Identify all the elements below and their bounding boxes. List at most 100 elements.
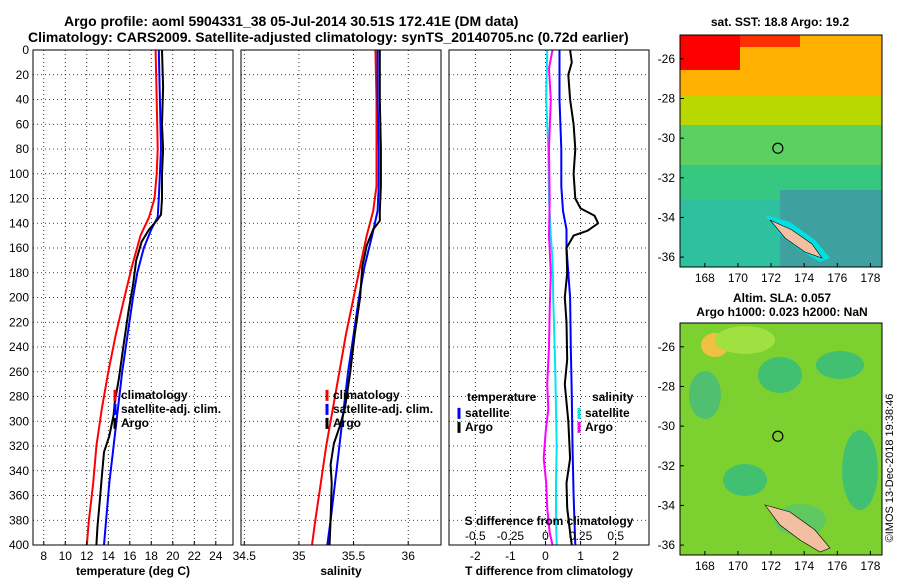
sla-map-title: Altim. SLA: 0.057 [733,291,831,305]
x-axis-label: salinity [320,564,362,578]
y-tick-label: 320 [9,439,29,453]
y-tick-label: 360 [9,489,29,503]
argo-location-marker [772,430,784,442]
y-tick-label: 200 [9,291,29,305]
map-x-tick-label: 168 [695,559,715,573]
x-tick-label: 36 [402,549,416,563]
y-tick-label: 380 [9,513,29,527]
sst-map-frame [679,34,883,268]
map-x-tick-label: 176 [827,559,847,573]
y-tick-label: 300 [9,414,29,428]
x-tick-label: 8 [40,549,47,563]
land-sst [769,219,823,259]
map-x-tick-label: 174 [794,271,814,285]
x-tick-label: 18 [145,549,159,563]
sla-ridge [715,326,775,354]
map-y-tick-label: -32 [658,459,676,473]
series-line-argo [328,50,382,545]
x-tick-label: 12 [80,549,94,563]
sla-low-4 [842,430,878,510]
title-line-2: Climatology: CARS2009. Satellite-adjuste… [28,29,629,45]
y-tick-label: 140 [9,216,29,230]
sst-map-title: sat. SST: 18.8 Argo: 19.2 [711,15,850,29]
salinity-profile-panel: 34.5 35 35.5 36 salinity climatologysatellite… [233,49,442,578]
map-y-tick-label: -36 [658,538,676,552]
legend-group-title: temperature [467,390,537,404]
series-line-salinity-satellite [545,50,558,545]
map-y-tick-label: -32 [658,171,676,185]
x-tick-label: 16 [123,549,137,563]
x-tick-label: 24 [209,549,223,563]
sla-low-2 [816,351,864,379]
legend-label: Argo [465,420,493,434]
series-line-argo [95,50,165,545]
y-tick-label: 260 [9,365,29,379]
map-x-tick-label: 178 [860,271,880,285]
y-tick-label: 340 [9,464,29,478]
sst-band-mild [680,95,882,125]
axes-frame [448,49,650,546]
y-tick-label: 80 [16,142,30,156]
x-axis-label: T difference from climatology [465,564,633,578]
x-tick-label: 35.5 [342,549,366,563]
legend-group-title: salinity [592,390,634,404]
s-difference-tick-label: 0.5 [607,529,624,543]
y-tick-label: 220 [9,315,29,329]
map-y-tick-label: -26 [658,340,676,354]
x-tick-label: 10 [59,549,73,563]
x-tick-label: 22 [188,549,202,563]
x-tick-label: 20 [166,549,180,563]
legend-label: Argo [121,416,149,430]
map-x-tick-label: 170 [728,271,748,285]
series-line-salinity-argo [542,50,554,545]
x-tick-label: -1 [505,549,516,563]
y-tick-label: 240 [9,340,29,354]
credit-text: ©IMOS 13-Dec-2018 19:38:46 [884,394,896,543]
x-tick-label: -2 [470,549,481,563]
x-tick-label: 0 [542,549,549,563]
argo-location-marker [772,142,784,154]
legend-label: climatology [121,388,188,402]
sla-map-subtitle: Argo h1000: 0.023 h2000: NaN [696,305,867,319]
map-x-tick-label: 168 [695,271,715,285]
x-tick-label: 35 [292,549,306,563]
s-difference-tick-label: -0.25 [497,529,525,543]
y-tick-label: 0 [22,43,29,57]
sst-hot-patch [680,35,740,70]
map-y-tick-label: -30 [658,419,676,433]
y-tick-label: 180 [9,266,29,280]
x-tick-label: 2 [612,549,619,563]
legend-label: climatology [333,388,400,402]
sst-hot-strip [740,35,800,47]
map-y-tick-label: -34 [658,498,676,512]
land-sla [764,504,831,553]
x-tick-label: 34.5 [233,549,257,563]
title-line-1: Argo profile: aoml 5904331_38 05-Jul-201… [64,13,518,29]
sla-low-3 [689,371,721,419]
y-tick-label: 60 [16,117,30,131]
axes-frame [240,49,442,546]
legend-label: Argo [585,420,613,434]
legend-label: satellite [465,406,510,420]
difference-profile-panel: -2 -1 0 1 2T difference from climatology S di… [448,49,650,578]
series-line-climatology [311,50,378,545]
x-tick-label: 1 [577,549,584,563]
s-difference-tick-label: 0.25 [569,529,593,543]
y-tick-label: 120 [9,192,29,206]
map-y-tick-label: -36 [658,250,676,264]
s-difference-tick-label: 0 [542,529,549,543]
y-tick-label: 20 [16,68,30,82]
map-y-tick-label: -28 [658,91,676,105]
map-x-tick-label: 172 [761,271,781,285]
legend-label: satellite [585,406,630,420]
legend-label: satellite-adj. clim. [121,402,221,416]
sla-low-1 [758,357,802,393]
map-x-tick-label: 176 [827,271,847,285]
series-line-satellite-adj-clim- [326,50,380,545]
map-y-tick-label: -26 [658,52,676,66]
map-y-tick-label: -28 [658,379,676,393]
sla-map-frame [679,322,883,556]
temperature-profile-panel: 8 10 12 14 16 18 20 22 24 temperature (deg C) 0 20 4… [9,43,234,578]
x-tick-label: 14 [102,549,116,563]
